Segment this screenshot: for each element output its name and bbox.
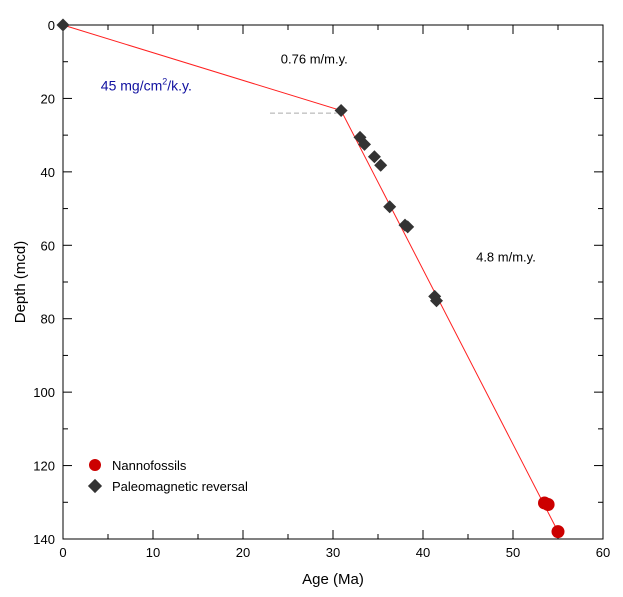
y-tick-label: 20: [41, 91, 55, 106]
age-model-line: [62, 24, 559, 532]
x-axis-title: Age (Ma): [302, 571, 364, 588]
rate-annotations: 0.76 m/m.y. 45 mg/cm2/k.y. 4.8 m/m.y.: [101, 52, 536, 265]
axis-ticks: [62, 24, 604, 540]
x-tick-label: 30: [326, 545, 340, 560]
legend-nannofossils-marker: [89, 459, 101, 471]
y-tick-label: 120: [33, 459, 55, 474]
paleomagnetic-point: [358, 137, 371, 151]
paleomagnetic-point: [374, 158, 388, 172]
x-tick-label: 60: [596, 545, 610, 560]
nannofossil-point: [551, 525, 565, 539]
x-tick-label: 40: [416, 545, 430, 560]
data-points: [56, 18, 565, 539]
legend: Nannofossils Paleomagnetic reversal: [87, 458, 248, 494]
y-axis-title: Depth (mcd): [12, 241, 29, 324]
paleomagnetic-point: [56, 18, 70, 32]
annotation-rate-lower: 4.8 m/m.y.: [476, 249, 536, 264]
age-model-lines: [62, 24, 559, 532]
y-tick-label: 100: [33, 385, 55, 400]
paleomagnetic-point: [430, 294, 443, 308]
x-tick-label: 20: [236, 545, 250, 560]
paleomagnetic-point: [367, 150, 381, 164]
annotation-mass-accumulation-rate: 45 mg/cm2/k.y.: [101, 76, 192, 93]
paleomagnetic-point: [383, 200, 397, 214]
y-tick-label: 140: [33, 532, 55, 547]
paleomagnetic-point: [334, 104, 348, 118]
x-tick-label: 0: [59, 545, 66, 560]
nannofossil-point: [541, 497, 555, 511]
x-tick-label: 10: [146, 545, 160, 560]
mar-superscript: 2: [162, 76, 167, 86]
paleomagnetic-point: [401, 220, 415, 234]
axis-tick-labels: 0 10 20 30 40 50 60 0 20 40 60 80 100 120 140: [33, 18, 610, 560]
mar-tail-text: /k.y.: [167, 77, 192, 93]
y-tick-label: 80: [41, 312, 55, 327]
legend-nannofossils-label: Nannofossils: [112, 458, 187, 473]
legend-paleomagnetic-marker: [87, 478, 103, 494]
y-tick-label: 60: [41, 238, 55, 253]
y-tick-label: 0: [48, 18, 55, 33]
x-tick-label: 50: [506, 545, 520, 560]
y-tick-label: 40: [41, 165, 55, 180]
legend-paleomagnetic-label: Paleomagnetic reversal: [112, 479, 248, 494]
annotation-rate-upper: 0.76 m/m.y.: [281, 52, 348, 67]
mar-main-text: 45 mg/cm: [101, 77, 162, 93]
